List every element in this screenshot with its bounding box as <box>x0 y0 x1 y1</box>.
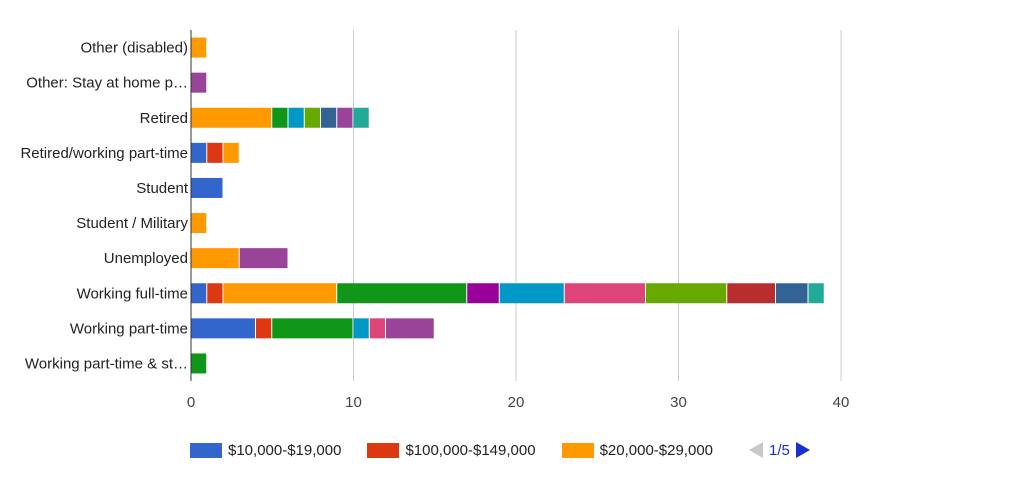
bar-segment[interactable] <box>288 107 304 128</box>
bar-segment[interactable] <box>499 283 564 304</box>
category-label: Working full-time <box>77 285 188 302</box>
legend-pager: 1/5 <box>749 442 810 459</box>
x-tick-label: 10 <box>345 394 362 411</box>
bar-chart: 0 10 20 30 40 Other (disabled) Other: Stay at … <box>20 30 850 411</box>
bar-segment[interactable] <box>191 37 207 58</box>
bar-segment[interactable] <box>321 107 337 128</box>
x-tick-label: 20 <box>508 394 525 411</box>
x-tick-label: 30 <box>670 394 687 411</box>
legend-label: $20,000-$29,000 <box>599 441 713 459</box>
bar-segment[interactable] <box>256 318 272 339</box>
category-label: Retired <box>140 110 188 127</box>
bar-segment[interactable] <box>386 318 434 339</box>
category-label: Student <box>136 180 189 197</box>
bar-segment[interactable] <box>191 353 207 374</box>
page-indicator: 1/5 <box>769 441 790 459</box>
x-tick-label: 0 <box>187 394 195 411</box>
bar-segment[interactable] <box>239 248 288 269</box>
next-page-arrow-icon[interactable] <box>795 442 810 458</box>
bar-segment[interactable] <box>272 107 288 128</box>
legend-swatch <box>367 442 400 458</box>
bar-segment[interactable] <box>776 283 808 304</box>
x-tick-label: 40 <box>833 394 850 411</box>
bar-segment[interactable] <box>191 142 207 163</box>
bar-segment[interactable] <box>646 283 727 304</box>
legend-swatch <box>190 442 222 458</box>
legend-swatch <box>561 442 594 458</box>
category-label: Working part-time & st… <box>25 355 188 372</box>
bar-segment[interactable] <box>191 177 223 198</box>
previous-page-arrow-icon[interactable] <box>749 442 763 458</box>
bar-segment[interactable] <box>223 142 239 163</box>
bar-segment[interactable] <box>467 283 499 304</box>
bar-segment[interactable] <box>564 283 645 304</box>
bar-segment[interactable] <box>191 107 272 128</box>
bar-segment[interactable] <box>353 318 369 339</box>
category-label: Other: Stay at home p… <box>26 75 188 92</box>
bar-segment[interactable] <box>337 107 353 128</box>
legend: $10,000-$19,000 $100,000-$149,000 $20,00… <box>190 438 810 462</box>
bar-segment[interactable] <box>191 283 207 304</box>
legend-item-series-2[interactable]: $100,000-$149,000 <box>367 441 536 459</box>
bar-segment[interactable] <box>727 283 775 304</box>
category-label: Other (disabled) <box>80 40 188 57</box>
bar-segment[interactable] <box>207 142 223 163</box>
bar-segment[interactable] <box>304 107 320 128</box>
bar-segment[interactable] <box>369 318 385 339</box>
legend-label: $10,000-$19,000 <box>228 441 342 459</box>
bar-segment[interactable] <box>191 248 239 269</box>
legend-label: $100,000-$149,000 <box>405 441 536 459</box>
legend-item-series-1[interactable]: $10,000-$19,000 <box>190 442 341 459</box>
bar-segment[interactable] <box>207 283 223 304</box>
bar-segment[interactable] <box>353 107 369 128</box>
bar-segment[interactable] <box>223 283 337 304</box>
bar-segment[interactable] <box>337 283 467 304</box>
bar-segment[interactable] <box>191 213 207 234</box>
bar-segment[interactable] <box>808 283 824 304</box>
category-label: Retired/working part-time <box>20 145 188 162</box>
category-label: Unemployed <box>104 250 188 267</box>
legend-item-series-3[interactable]: $20,000-$29,000 <box>561 441 713 459</box>
bar-segment[interactable] <box>191 318 255 339</box>
category-label: Working part-time <box>70 320 188 337</box>
category-label: Student / Military <box>76 215 188 232</box>
bar-segment[interactable] <box>191 72 207 93</box>
bar-segment[interactable] <box>272 318 353 339</box>
